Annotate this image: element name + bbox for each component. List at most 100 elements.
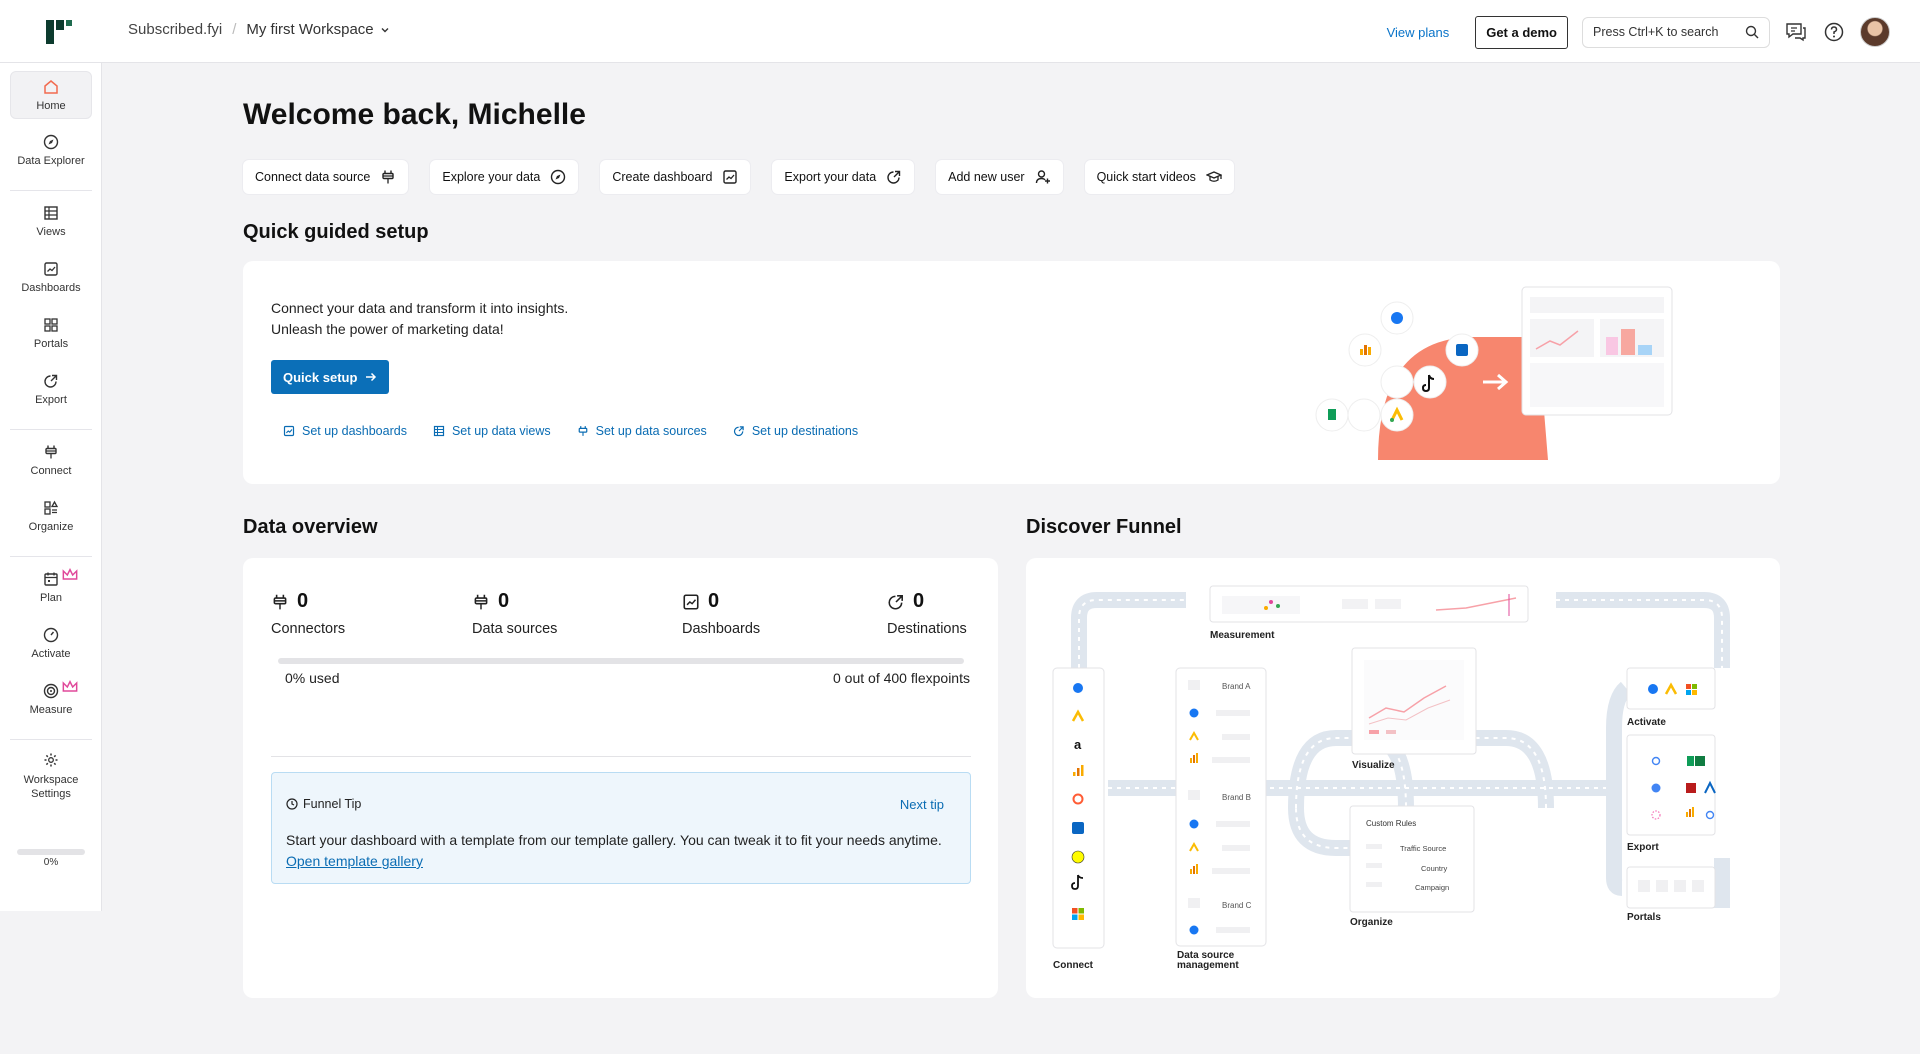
export-icon xyxy=(887,170,901,184)
quick-start-videos-button[interactable]: Quick start videos xyxy=(1084,160,1234,194)
brand-b-label: Brand B xyxy=(1222,793,1251,802)
connectors-stat[interactable]: 0 Connectors xyxy=(271,590,345,637)
table-icon xyxy=(44,205,58,220)
sidebar-item-plan[interactable]: Plan xyxy=(10,563,92,611)
hubspot-icon xyxy=(1072,793,1084,805)
funnel-tip: Funnel Tip Next tip Start your dashboard… xyxy=(271,772,971,884)
blank-circle-icon xyxy=(1380,365,1414,399)
search-placeholder: Press Ctrl+K to search xyxy=(1593,25,1719,39)
target-icon xyxy=(43,683,59,698)
export-data-button[interactable]: Export your data xyxy=(772,160,915,194)
add-new-user-button[interactable]: Add new user xyxy=(936,160,1063,194)
sidebar-divider xyxy=(10,429,92,430)
microsoft-icon xyxy=(1072,908,1084,920)
facebook-icon xyxy=(1073,683,1083,693)
sidebar-item-organize[interactable]: Organize xyxy=(10,492,92,540)
breadcrumb: Subscribed.fyi / My first Workspace xyxy=(128,21,390,38)
setup-heading: Quick guided setup xyxy=(243,221,429,243)
help-icon[interactable] xyxy=(1822,20,1846,44)
org-name[interactable]: Subscribed.fyi xyxy=(128,21,223,38)
link-label: Set up data views xyxy=(451,424,551,438)
set-up-destinations-link[interactable]: Set up destinations xyxy=(733,424,858,438)
tiktok-icon xyxy=(1413,365,1447,399)
get-demo-button[interactable]: Get a demo xyxy=(1475,15,1568,49)
linkedin-icon xyxy=(1072,822,1084,834)
setup-description: Connect your data and transform it into … xyxy=(271,298,568,340)
graduation-cap-icon xyxy=(1205,171,1222,182)
add-user-icon xyxy=(1035,170,1050,184)
activate-label: Activate xyxy=(1627,717,1666,728)
dashboard-preview xyxy=(1521,286,1673,416)
sidebar-divider xyxy=(10,556,92,557)
portals-label: Portals xyxy=(1627,912,1661,923)
link-label: Set up dashboards xyxy=(302,424,407,438)
connect-label: Connect xyxy=(1053,960,1094,971)
organize-panel: Custom Rules Traffic Source Country Camp… xyxy=(1349,805,1475,913)
google-ads-icon xyxy=(1380,398,1414,432)
destinations-stat[interactable]: 0 Destinations xyxy=(887,590,967,637)
sidebar-item-workspace-settings[interactable]: Workspace Settings xyxy=(10,746,92,806)
sidebar-item-export[interactable]: Export xyxy=(10,365,92,413)
home-icon xyxy=(44,79,58,94)
connect-panel: a xyxy=(1052,667,1105,949)
clock-icon xyxy=(286,798,298,810)
activate-panel xyxy=(1626,667,1716,710)
sidebar-item-activate[interactable]: Activate xyxy=(10,619,92,667)
explore-data-button[interactable]: Explore your data xyxy=(430,160,579,194)
dashboards-stat[interactable]: 0 Dashboards xyxy=(682,590,760,637)
data-source-label-1: Data source xyxy=(1177,950,1235,961)
sidebar-item-home[interactable]: Home xyxy=(10,71,92,119)
snapchat-icon xyxy=(1071,850,1085,864)
set-up-data-sources-link[interactable]: Set up data sources xyxy=(577,424,707,438)
sidebar-item-connect[interactable]: Connect xyxy=(10,436,92,484)
quick-actions: Connect data source Explore your data Cr… xyxy=(243,160,1234,194)
top-bar: Subscribed.fyi / My first Workspace View… xyxy=(0,0,1920,63)
next-tip-link[interactable]: Next tip xyxy=(899,797,944,812)
table-icon xyxy=(433,425,445,437)
stat-value: 0 xyxy=(913,590,925,612)
create-dashboard-button[interactable]: Create dashboard xyxy=(600,160,751,194)
open-template-gallery-link[interactable]: Open template gallery xyxy=(286,853,423,869)
sidebar-item-portals[interactable]: Portals xyxy=(10,309,92,357)
connect-data-source-button[interactable]: Connect data source xyxy=(243,160,409,194)
search-input[interactable]: Press Ctrl+K to search xyxy=(1582,16,1770,48)
sidebar-item-views[interactable]: Views xyxy=(10,197,92,245)
sidebar-item-data-explorer[interactable]: Data Explorer xyxy=(10,126,92,174)
gauge-icon xyxy=(43,627,59,642)
feedback-icon[interactable] xyxy=(1784,20,1808,44)
workspace-name: My first Workspace xyxy=(246,21,374,38)
user-avatar[interactable] xyxy=(1860,17,1890,47)
set-up-data-views-link[interactable]: Set up data views xyxy=(433,424,551,438)
sidebar-item-dashboards[interactable]: Dashboards xyxy=(10,253,92,301)
view-plans-link[interactable]: View plans xyxy=(1386,24,1450,40)
sidebar-item-label: Workspace Settings xyxy=(23,773,79,800)
link-label: Set up data sources xyxy=(595,424,707,438)
campaign-label: Campaign xyxy=(1415,883,1449,892)
grid-icon xyxy=(44,317,58,332)
plug-icon xyxy=(273,594,287,609)
discover-funnel-card: Measurement a Connect Brand A Brand B xyxy=(1026,558,1780,998)
data-sources-stat[interactable]: 0 Data sources xyxy=(472,590,557,637)
stat-label: Dashboards xyxy=(682,621,761,637)
compass-icon xyxy=(43,134,59,149)
tip-body: Start your dashboard with a template fro… xyxy=(286,830,946,872)
chart-icon xyxy=(723,170,738,184)
stat-value: 0 xyxy=(708,590,720,612)
blank-circle-icon xyxy=(1347,398,1381,432)
set-up-dashboards-link[interactable]: Set up dashboards xyxy=(283,424,407,438)
plug-icon xyxy=(474,594,488,609)
calendar-icon xyxy=(44,572,58,586)
sidebar-item-label: Organize xyxy=(28,520,74,533)
button-label: Explore your data xyxy=(442,170,541,184)
chart-icon xyxy=(283,425,295,437)
plug-icon xyxy=(382,170,395,184)
funnel-logo[interactable] xyxy=(44,18,74,46)
measurement-label: Measurement xyxy=(1210,630,1275,641)
setup-line-1: Connect your data and transform it into … xyxy=(271,300,569,316)
export-panel xyxy=(1626,734,1716,836)
sidebar: Home Data Explorer Views Dashboards Port… xyxy=(0,63,102,911)
workspace-selector[interactable]: My first Workspace xyxy=(246,21,389,38)
sidebar-item-measure[interactable]: Measure xyxy=(10,675,92,723)
quick-setup-button[interactable]: Quick setup xyxy=(271,360,390,394)
google-ads-icon xyxy=(1071,709,1085,722)
